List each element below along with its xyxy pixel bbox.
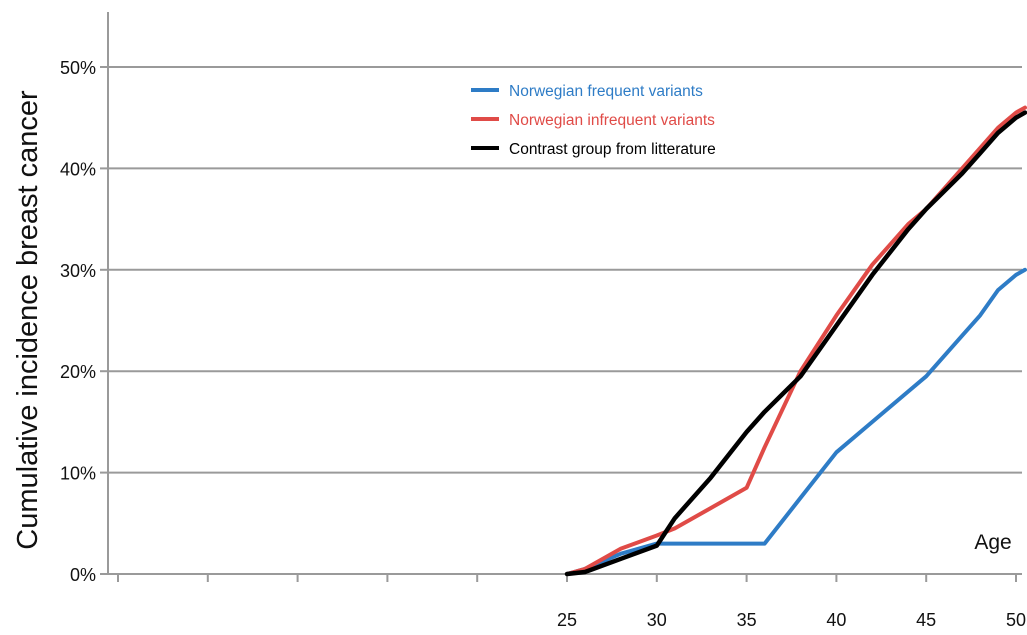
y-axis-title: Cumulative incidence breast cancer [12,90,44,550]
gridlines [108,66,1022,474]
y-tick-label: 10% [60,464,96,484]
x-axis-title: Age [974,531,1011,554]
legend-label: Norwegian frequent variants [509,83,703,100]
x-tick-label: 50 [1006,610,1026,630]
x-tick-label: 45 [916,610,936,630]
legend: Norwegian frequent variants Norwegian inf… [471,83,716,158]
x-tick-label: 35 [737,610,757,630]
series-line-2 [565,105,1027,576]
y-tick-label: 50% [60,58,96,78]
axes: 0% 10% 20% 30% 40% 50% 25 30 35 40 45 50 [60,12,1026,630]
series-line-1 [565,267,1027,576]
y-tick-label: 20% [60,362,96,382]
series-line-3 [564,110,1027,577]
y-tick-label: 30% [60,261,96,281]
x-tick-label: 25 [557,610,577,630]
legend-label: Contrast group from litterature [509,141,716,158]
x-tick-label: 30 [647,610,667,630]
x-tick-label: 40 [826,610,846,630]
y-tick-label: 0% [70,565,96,585]
legend-label: Norwegian infrequent variants [509,112,715,129]
y-tick-label: 40% [60,159,96,179]
series-lines [564,105,1027,577]
